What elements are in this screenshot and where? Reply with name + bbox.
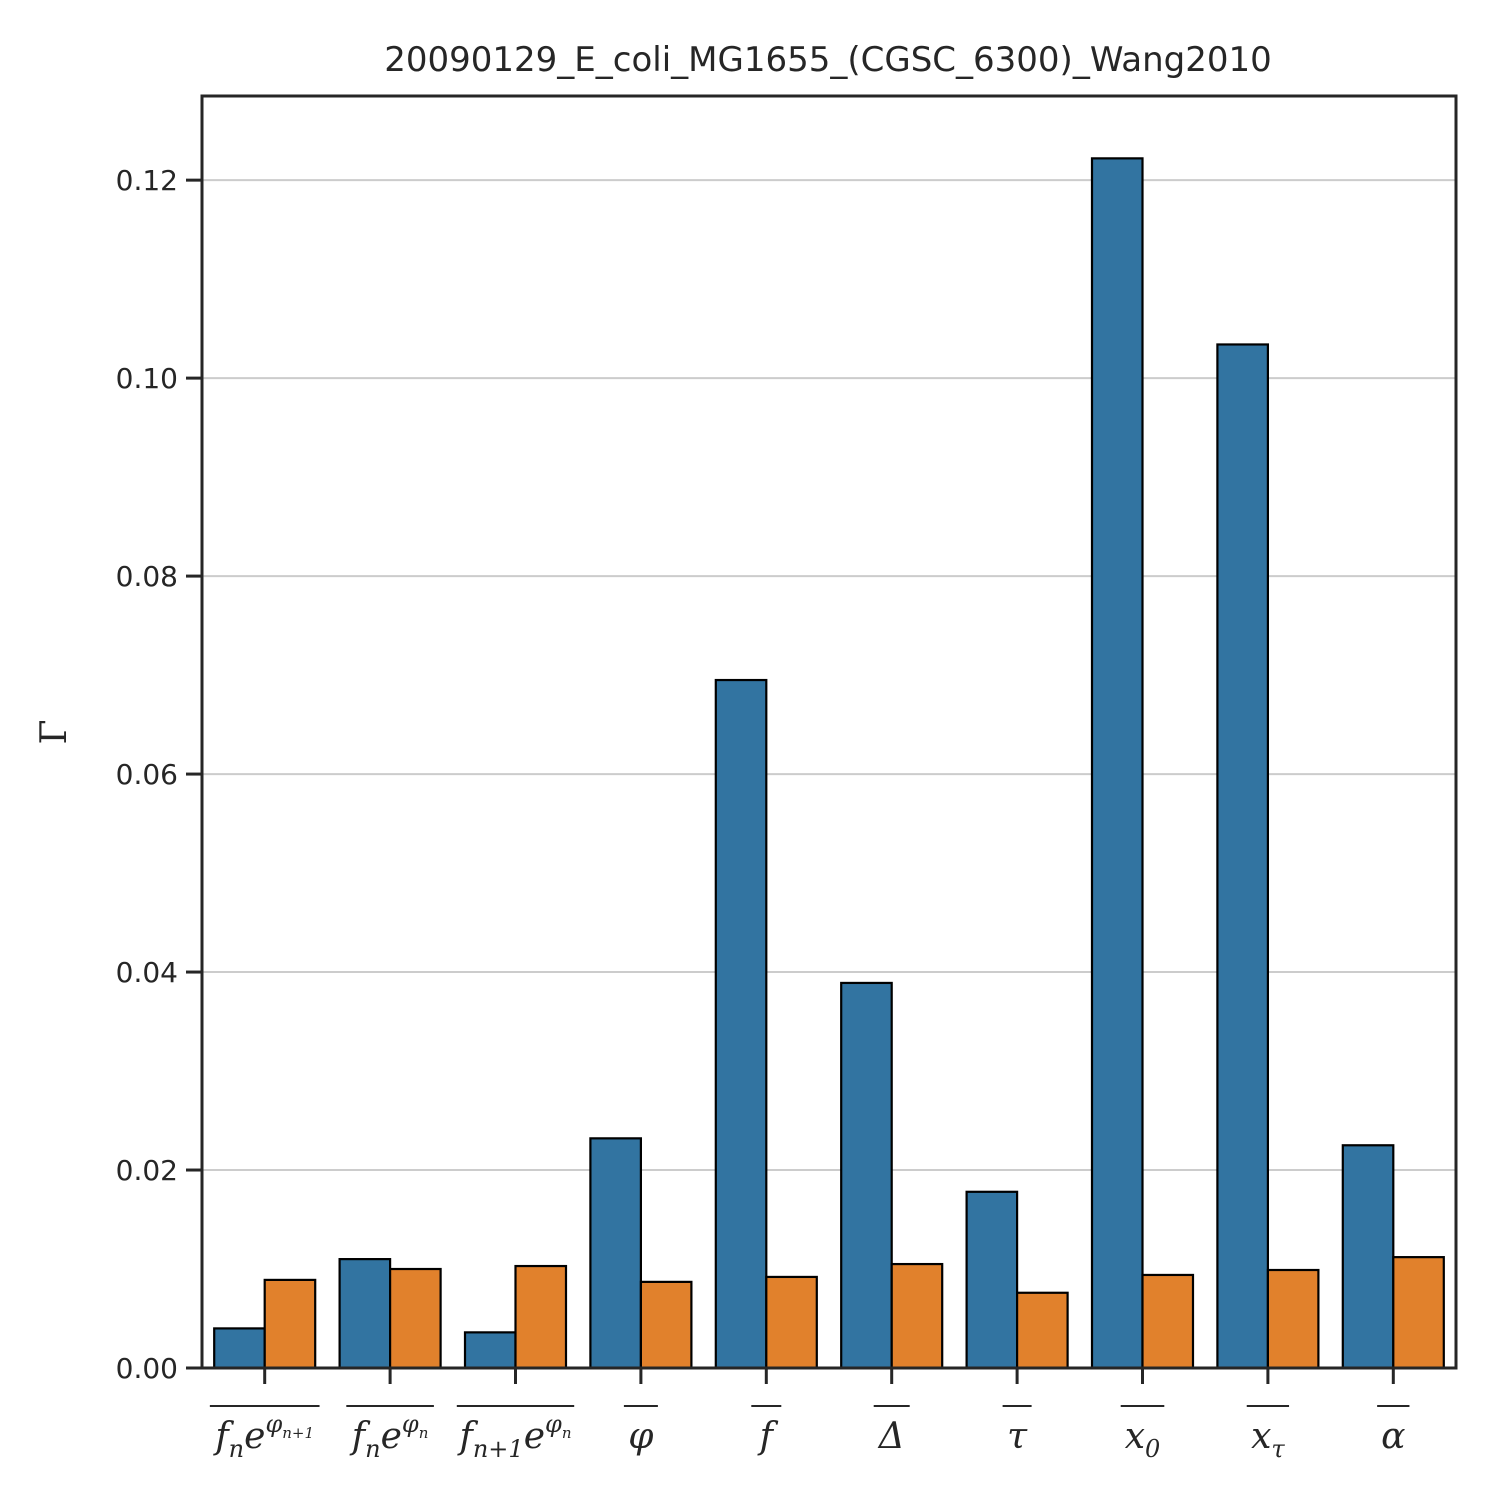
y-axis-ticks: 0.00 0.02 0.04 0.06 0.08 0.10 0.12 (116, 164, 202, 1385)
x-tick-label: fneφn (349, 1410, 429, 1463)
bar-series-2 (514, 1264, 568, 1370)
bar-series-1 (338, 1258, 392, 1370)
y-tick-label: 0.00 (116, 1352, 178, 1385)
x-tick-label: fn+1eφn (457, 1410, 572, 1463)
y-tick-label: 0.08 (116, 560, 178, 593)
x-tick-label: α (1381, 1416, 1405, 1457)
bar-series-2 (389, 1267, 442, 1370)
x-tick-label: f (757, 1416, 779, 1457)
bar-series-2 (1015, 1291, 1069, 1370)
bar-series-2 (639, 1280, 693, 1370)
bar-series-1 (463, 1331, 517, 1370)
bar-series-2 (1266, 1268, 1320, 1370)
x-tick-label: Δ (877, 1416, 905, 1457)
y-axis-label: Γ (34, 720, 75, 745)
bar-series-1 (213, 1327, 266, 1370)
x-tick-label: fneφn+1 (212, 1410, 314, 1463)
y-tick-label: 0.04 (116, 956, 178, 989)
bar-series-2 (1141, 1273, 1195, 1370)
x-tick-label: x0 (1125, 1416, 1161, 1463)
bar-series-2 (765, 1275, 818, 1370)
x-tick-label: τ (1007, 1416, 1028, 1457)
x-tick-label: φ (628, 1416, 654, 1457)
y-tick-label: 0.12 (116, 164, 178, 197)
y-tick-label: 0.06 (116, 758, 178, 791)
y-tick-label: 0.02 (116, 1154, 178, 1187)
bar-series-1 (965, 1190, 1019, 1370)
bar-series-2 (890, 1262, 944, 1370)
chart-title: 20090129_E_coli_MG1655_(CGSC_6300)_Wang2… (384, 40, 1272, 80)
bar-series-1 (714, 678, 768, 1370)
y-tick-label: 0.10 (116, 362, 178, 395)
x-tick-label: xτ (1251, 1416, 1285, 1463)
bar-series-1 (1341, 1144, 1395, 1370)
plot-frame (200, 94, 1458, 1370)
bar-series-1 (840, 981, 893, 1370)
bar-series-1 (589, 1137, 643, 1370)
bars (213, 157, 1445, 1370)
bar-series-1 (1090, 157, 1144, 1370)
bar-series-2 (1392, 1256, 1445, 1370)
bar-series-1 (1216, 343, 1270, 1370)
bar-series-2 (263, 1278, 317, 1370)
